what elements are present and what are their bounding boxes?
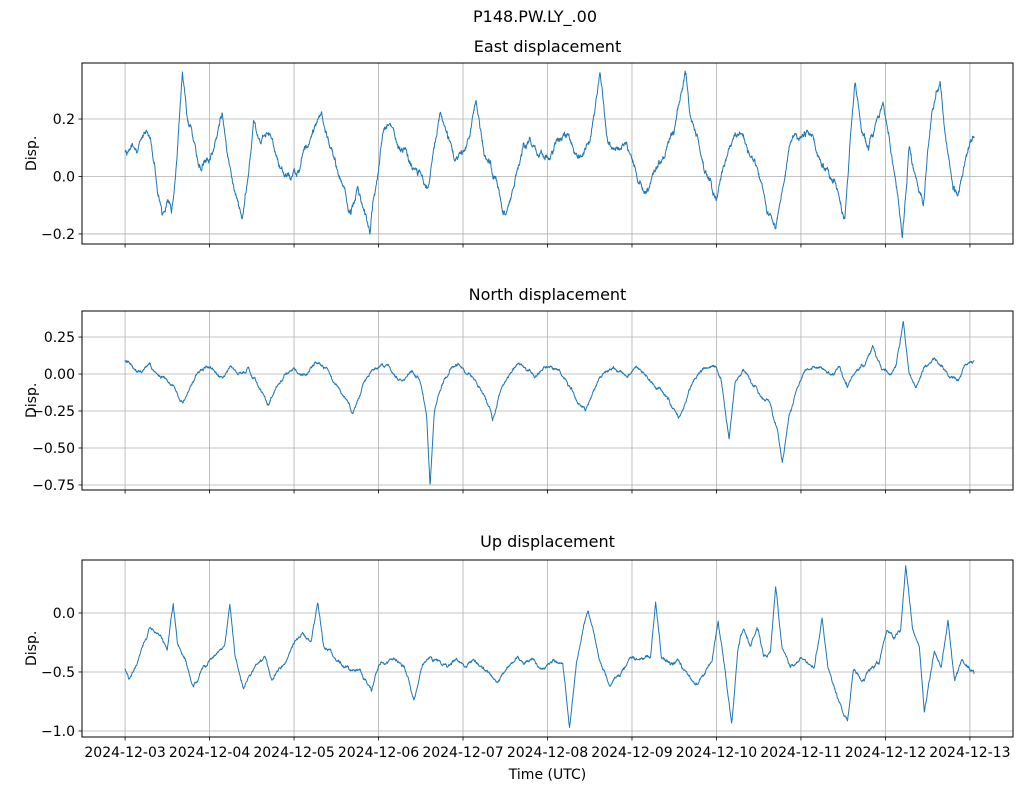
x-tick-label: 2024-12-03 (84, 745, 165, 761)
up-y-tick-label: −1.0 (41, 724, 75, 740)
east-y-tick-label: 0.0 (53, 169, 75, 185)
up-series-line (124, 565, 975, 729)
x-tick-label: 2024-12-08 (507, 745, 588, 761)
x-tick-label: 2024-12-09 (591, 745, 672, 761)
x-tick-label: 2024-12-04 (169, 745, 250, 761)
east-y-tick-label: 0.2 (53, 112, 75, 128)
x-tick-label: 2024-12-10 (676, 745, 757, 761)
x-axis-label: Time (UTC) (508, 767, 587, 783)
north-series-line (124, 321, 975, 485)
north-y-tick-label: 0.00 (44, 367, 75, 383)
up-plot-title: Up displacement (480, 532, 615, 551)
x-tick-label: 2024-12-13 (929, 745, 1010, 761)
east-series-line (124, 70, 975, 238)
x-tick-label: 2024-12-12 (845, 745, 926, 761)
subplot-east: 0.2 0.0 −0.2 (41, 62, 1014, 248)
up-axes-frame (81, 559, 1014, 738)
north-plot-title: North displacement (468, 285, 627, 304)
north-y-tick-label: −0.25 (32, 404, 75, 420)
x-tick-label: 2024-12-05 (253, 745, 334, 761)
north-y-tick-label: 0.25 (44, 330, 75, 346)
x-tick-label: 2024-12-07 (422, 745, 503, 761)
east-plot-title: East displacement (473, 37, 622, 56)
up-y-tick-label: 0.0 (53, 606, 75, 622)
east-y-tick-label: −0.2 (41, 227, 75, 243)
subplot-north: 0.25 0.00 −0.25 −0.50 −0.75 (32, 310, 1014, 494)
subplot-up: 0.0 −0.5 −1.0 (41, 559, 1014, 741)
north-y-tick-label: −0.50 (32, 441, 75, 457)
north-axes-frame (81, 310, 1014, 491)
x-tick-label: 2024-12-11 (760, 745, 841, 761)
east-axes-frame (81, 62, 1014, 245)
x-tick-label: 2024-12-06 (338, 745, 419, 761)
north-y-tick-label: −0.75 (32, 478, 75, 494)
up-y-tick-label: −0.5 (41, 665, 75, 681)
figure-title: P148.PW.LY_.00 (473, 7, 597, 26)
